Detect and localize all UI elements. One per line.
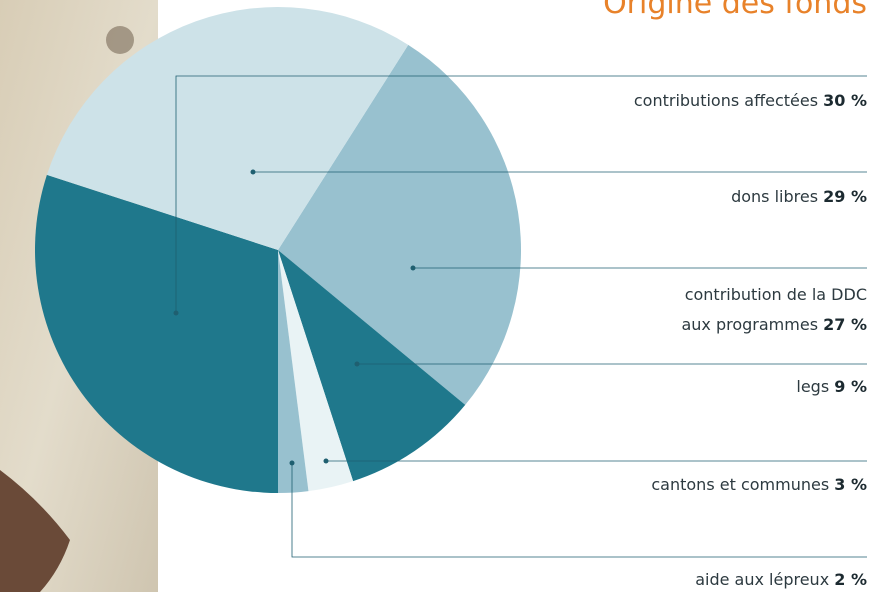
category-label: dons libres: [731, 187, 819, 206]
photo-detail: [0, 470, 70, 592]
pie-slice: [278, 250, 309, 493]
chart-title: Origine des fonds: [603, 0, 867, 21]
value-label: 3 %: [834, 475, 867, 494]
slice-label: contributions affectées 30 %: [634, 86, 867, 116]
leader-dot: [289, 460, 295, 466]
value-label: 9 %: [834, 377, 867, 396]
value-label: 27 %: [823, 315, 867, 334]
slice-label: legs 9 %: [796, 372, 867, 402]
value-label: 30 %: [823, 91, 867, 110]
slice-label: contribution de la DDC aux programmes 27…: [667, 280, 867, 340]
value-label: 2 %: [834, 570, 867, 589]
category-label: legs: [796, 377, 830, 396]
pie-slice: [46, 6, 409, 250]
category-label: contributions affectées: [633, 91, 819, 110]
photo-detail: [106, 26, 134, 54]
leader-dot: [354, 361, 360, 367]
leader-dot: [173, 310, 179, 316]
leader-dot: [250, 169, 256, 175]
leader-line: [175, 75, 867, 313]
leader-dot: [410, 265, 416, 271]
slice-label: cantons et communes 3 %: [651, 470, 867, 500]
leader-line: [291, 463, 867, 558]
pie-slice: [278, 250, 354, 492]
pie-slice: [34, 174, 278, 493]
category-label: aide aux lépreux: [695, 570, 830, 589]
slice-label: dons libres 29 %: [731, 182, 867, 212]
pie-slice: [278, 44, 521, 405]
leader-dot: [323, 458, 329, 464]
category-label: cantons et communes: [651, 475, 830, 494]
pie-slice: [278, 250, 466, 482]
category-label: contribution de la DDC aux programmes: [681, 285, 867, 334]
slice-label: aide aux lépreux 2 %: [695, 565, 867, 592]
value-label: 29 %: [823, 187, 867, 206]
